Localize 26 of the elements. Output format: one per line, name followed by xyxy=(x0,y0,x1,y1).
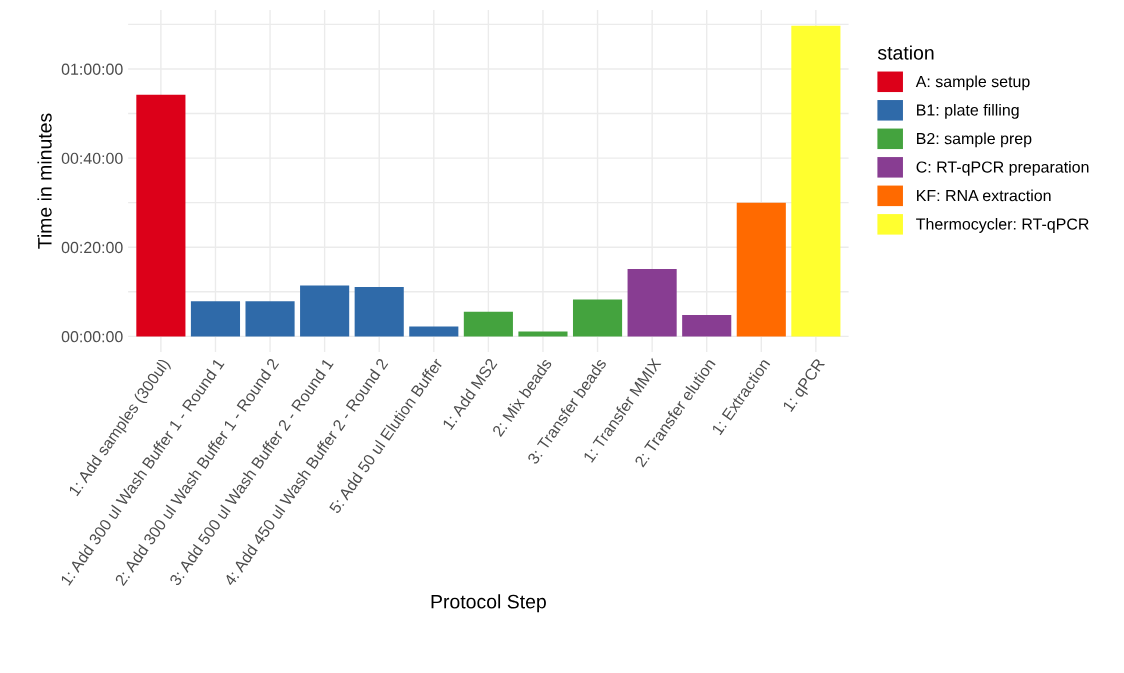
bar xyxy=(736,202,786,337)
x-axis-title: Protocol Step xyxy=(431,594,546,613)
bar xyxy=(409,326,459,337)
legend-label: A: sample setup xyxy=(915,75,1030,91)
legend-label: Thermocycler: RT-qPCR xyxy=(916,218,1089,233)
bar xyxy=(791,25,841,337)
bar xyxy=(572,299,623,337)
y-tick-label: 00:20:00 xyxy=(61,241,123,254)
bar xyxy=(463,311,513,337)
y-axis-title: Time in minutes xyxy=(37,113,52,249)
bar xyxy=(136,94,186,337)
bar xyxy=(300,285,350,337)
bar xyxy=(518,331,568,337)
bar xyxy=(627,269,677,337)
bar xyxy=(682,314,732,337)
legend-label: KF: RNA extraction xyxy=(917,189,1051,202)
legend-title: station xyxy=(877,45,934,60)
bar xyxy=(354,286,404,337)
legend-label: C: RT-qPCR preparation xyxy=(916,160,1089,176)
y-tick-label: 01:00:00 xyxy=(61,63,123,75)
bar xyxy=(245,301,295,337)
bar xyxy=(190,301,241,337)
legend-label: B2: sample prep xyxy=(917,132,1032,148)
y-tick-label: 00:40:00 xyxy=(61,152,123,165)
legend-label: B1: plate filling xyxy=(917,103,1019,119)
y-tick-label: 00:00:00 xyxy=(61,331,123,343)
